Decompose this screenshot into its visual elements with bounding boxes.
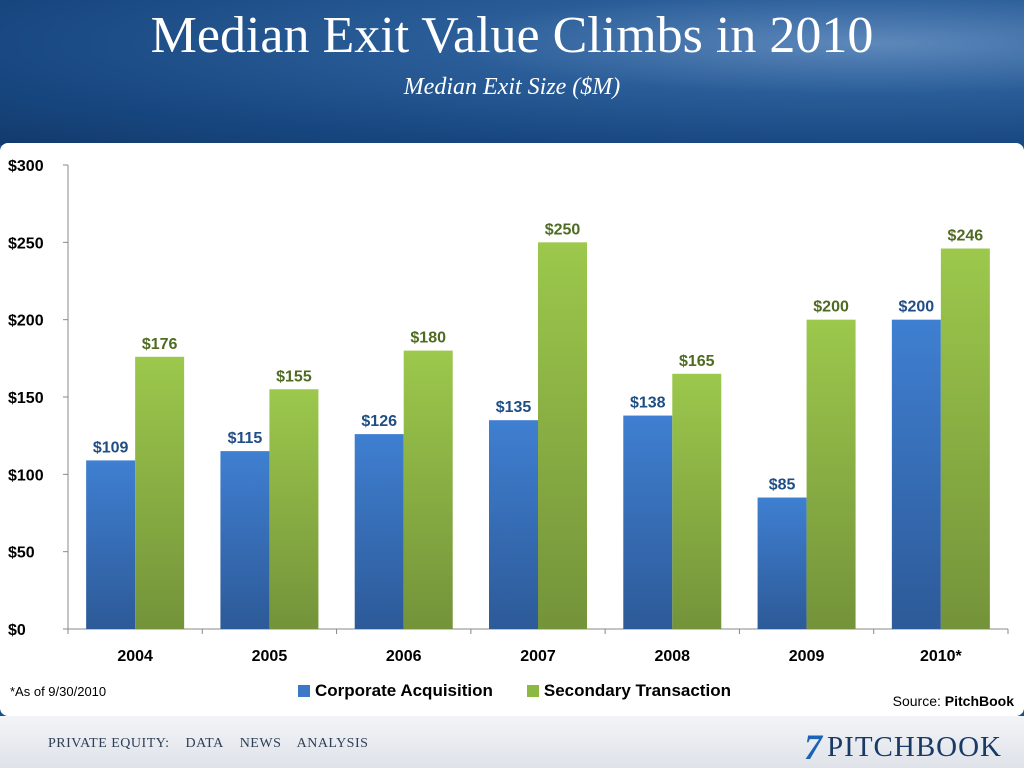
legend-label-corporate-acquisition: Corporate Acquisition (315, 681, 493, 700)
data-label: $126 (361, 413, 397, 430)
tagline-news: NEWS (239, 736, 282, 751)
bar-secondary-transaction-2007 (538, 242, 587, 629)
data-label: $250 (545, 221, 581, 238)
source-name: PitchBook (944, 693, 1014, 709)
legend-swatch-secondary-transaction (526, 685, 539, 697)
y-tick-label: $100 (8, 467, 44, 484)
footer-tagline: PRIVATE EQUITY: DATA NEWS ANALYSIS (48, 736, 380, 752)
footnote: *As of 9/30/2010 (10, 684, 107, 699)
y-tick-label: $200 (8, 313, 44, 330)
bar-secondary-transaction-2008 (672, 373, 722, 629)
data-label: $180 (410, 330, 446, 347)
pitchbook-logo-text: PITCHBOOK (827, 730, 1002, 763)
tagline-data: DATA (185, 736, 224, 751)
x-tick-label: 2008 (654, 648, 690, 665)
data-label: $200 (813, 299, 849, 316)
legend-label-secondary-transaction: Secondary Transaction (543, 681, 731, 700)
data-label: $85 (769, 477, 796, 494)
bar-corporate-acquisition-2006 (354, 434, 404, 629)
bar-secondary-transaction-2006 (403, 350, 453, 629)
source-label: Source: (892, 693, 945, 709)
x-tick-label: 2005 (252, 648, 288, 665)
page-title: Median Exit Value Climbs in 2010 (150, 7, 874, 64)
bar-corporate-acquisition-2005 (220, 451, 270, 629)
bar-corporate-acquisition-2010 (891, 319, 941, 629)
data-label: $176 (142, 336, 178, 353)
legend-item-corporate-acquisition: Corporate Acquisition (298, 681, 493, 701)
header-banner: Median Exit Value Climbs in 2010 Median … (0, 0, 1024, 145)
chart-panel: $0 $50 $100 $150 $200 $250 $300 $109 $176 2004 $11… (0, 143, 1024, 716)
x-tick-label: 2004 (117, 648, 153, 665)
bar-secondary-transaction-2004 (135, 356, 185, 629)
data-label: $165 (679, 353, 715, 370)
bar-chart: $0 $50 $100 $150 $200 $250 $300 $109 $176 2004 $11… (8, 158, 1009, 665)
data-label: $138 (630, 395, 666, 412)
y-tick-label: $0 (8, 622, 26, 639)
bar-secondary-transaction-2009 (806, 319, 856, 629)
y-tick-label: $50 (8, 545, 35, 562)
data-label: $109 (93, 439, 129, 456)
tagline-analysis: ANALYSIS (296, 736, 369, 751)
data-label: $155 (276, 368, 312, 385)
footer-bar: PRIVATE EQUITY: DATA NEWS ANALYSIS 7 PIT… (0, 716, 1024, 768)
bar-corporate-acquisition-2007 (489, 420, 538, 629)
x-tick-label: 2009 (789, 648, 825, 665)
bar-corporate-acquisition-2009 (757, 497, 807, 629)
data-label: $115 (228, 430, 263, 447)
chart-legend: Corporate Acquisition Secondary Transact… (298, 681, 765, 701)
source-note: Source: PitchBook (893, 693, 1014, 709)
tagline-private-equity: PRIVATE EQUITY: (48, 736, 170, 751)
pitchbook-logo-mark-icon: 7 (804, 727, 824, 767)
x-tick-label: 2007 (520, 648, 556, 665)
legend-item-secondary-transaction: Secondary Transaction (526, 681, 731, 701)
bar-corporate-acquisition-2008 (623, 415, 673, 629)
bar-secondary-transaction-2005 (269, 389, 319, 629)
x-tick-label: 2006 (386, 648, 422, 665)
page-subtitle: Median Exit Size ($M) (403, 74, 621, 100)
y-tick-label: $150 (8, 390, 44, 407)
y-tick-label: $250 (8, 235, 44, 252)
data-label: $246 (948, 228, 984, 245)
data-label: $200 (899, 299, 935, 316)
bar-secondary-transaction-2010 (940, 248, 990, 629)
legend-swatch-corporate-acquisition (298, 685, 310, 697)
x-tick-label: 2010* (920, 648, 963, 665)
y-tick-label: $300 (8, 158, 44, 175)
bar-corporate-acquisition-2004 (86, 460, 136, 629)
pitchbook-logo[interactable]: 7 PITCHBOOK (804, 726, 1002, 768)
data-label: $135 (496, 399, 532, 416)
